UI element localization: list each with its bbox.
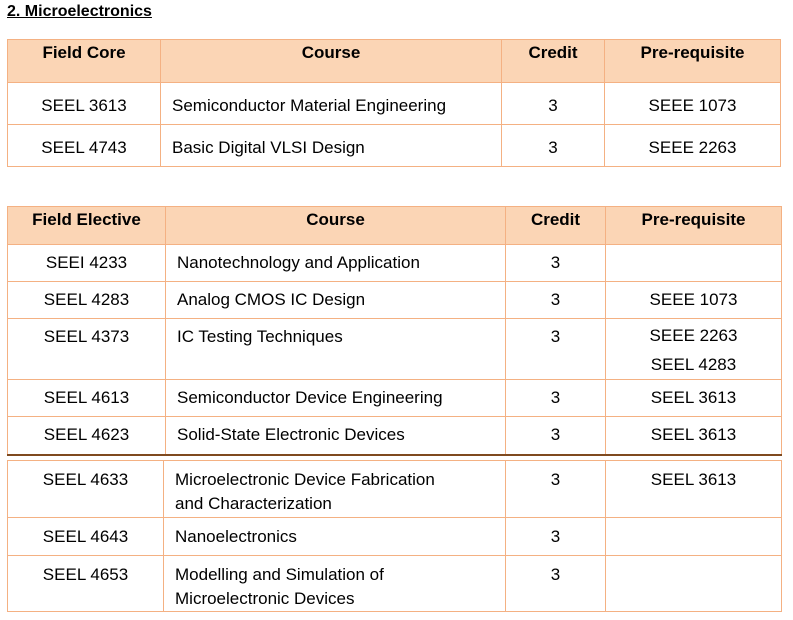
table-row: SEEL 4743 Basic Digital VLSI Design 3 SE… [7,124,781,167]
field-elective-table: Field Elective Course Credit Pre-requisi… [7,206,782,456]
course-name: Semiconductor Device Engineering [165,379,506,417]
field-elective-table-continued: SEEL 4633 Microelectronic Device Fabrica… [7,460,782,612]
course-name: Analog CMOS IC Design [165,281,506,319]
table-row: SEEL 4623 Solid-State Electronic Devices… [7,416,782,456]
table-row: SEEL 4373 IC Testing Techniques 3 SEEE 2… [7,318,782,380]
header-prerequisite: Pre-requisite [605,206,782,245]
table-header-row: Field Core Course Credit Pre-requisite [7,39,781,83]
table-row: SEEL 3613 Semiconductor Material Enginee… [7,82,781,125]
header-course: Course [165,206,506,245]
course-prerequisite: SEEL 3613 [605,379,782,417]
course-code: SEEL 4373 [7,318,166,380]
course-name: IC Testing Techniques [165,318,506,380]
course-credit: 3 [505,416,606,456]
course-code: SEEL 4743 [7,124,161,167]
field-core-table: Field Core Course Credit Pre-requisite S… [7,39,781,167]
course-prerequisite: SEEE 1073 [604,82,781,125]
course-prerequisite: SEEE 1073 [605,281,782,319]
course-prerequisite: SEEE 2263 [604,124,781,167]
table-row: SEEL 4613 Semiconductor Device Engineeri… [7,379,782,417]
course-code: SEEL 4643 [7,517,164,556]
course-prerequisite: SEEL 3613 [605,416,782,456]
course-code: SEEL 4613 [7,379,166,417]
course-name: Modelling and Simulation of Microelectro… [163,555,506,612]
section-title: 2. Microelectronics [7,3,152,20]
header-course: Course [160,39,502,83]
course-credit: 3 [505,379,606,417]
course-code: SEEL 4283 [7,281,166,319]
course-name: Basic Digital VLSI Design [160,124,502,167]
header-credit: Credit [501,39,605,83]
header-prerequisite: Pre-requisite [604,39,781,83]
course-credit: 3 [505,517,606,556]
course-credit: 3 [505,555,606,612]
course-prerequisite [605,244,782,282]
course-prerequisite [605,555,782,612]
table-row: SEEL 4633 Microelectronic Device Fabrica… [7,460,782,518]
course-code: SEEL 4633 [7,460,164,518]
course-code: SEEL 4653 [7,555,164,612]
course-name: Semiconductor Material Engineering [160,82,502,125]
table-row: SEEL 4653 Modelling and Simulation of Mi… [7,555,782,612]
course-credit: 3 [505,281,606,319]
course-name: Microelectronic Device Fabrication and C… [163,460,506,518]
course-prerequisite: SEEE 2263 SEEL 4283 [605,318,782,380]
course-code: SEEL 3613 [7,82,161,125]
course-code: SEEI 4233 [7,244,166,282]
course-credit: 3 [505,460,606,518]
course-credit: 3 [501,82,605,125]
course-credit: 3 [501,124,605,167]
course-prerequisite: SEEL 3613 [605,460,782,518]
course-name: Solid-State Electronic Devices [165,416,506,456]
table-row: SEEL 4283 Analog CMOS IC Design 3 SEEE 1… [7,281,782,319]
course-prerequisite [605,517,782,556]
table-row: SEEL 4643 Nanoelectronics 3 [7,517,782,556]
course-name: Nanotechnology and Application [165,244,506,282]
header-field-elective: Field Elective [7,206,166,245]
course-code: SEEL 4623 [7,416,166,456]
course-name: Nanoelectronics [163,517,506,556]
header-credit: Credit [505,206,606,245]
course-credit: 3 [505,244,606,282]
table-header-row: Field Elective Course Credit Pre-requisi… [7,206,782,245]
header-field-core: Field Core [7,39,161,83]
course-credit: 3 [505,318,606,380]
table-row: SEEI 4233 Nanotechnology and Application… [7,244,782,282]
